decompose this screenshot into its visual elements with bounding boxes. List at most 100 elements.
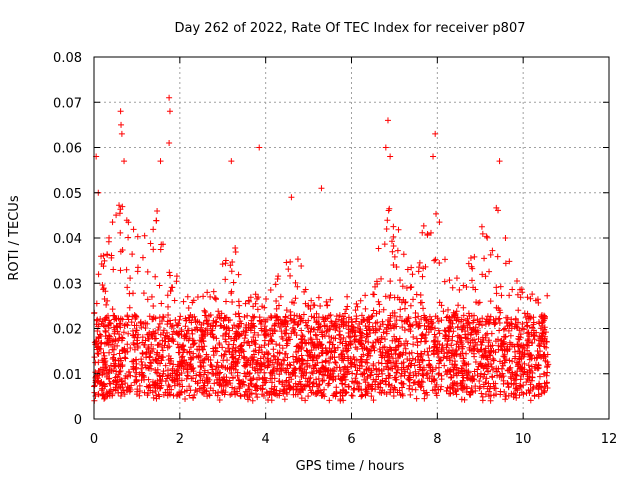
data-point [182, 323, 189, 330]
data-point [175, 367, 182, 374]
data-point [98, 339, 105, 346]
data-point [291, 326, 298, 333]
data-point [125, 219, 132, 226]
data-point [482, 273, 489, 280]
data-point [196, 369, 203, 376]
data-point [250, 375, 257, 382]
data-point [234, 323, 241, 330]
data-point [184, 366, 191, 373]
data-point [415, 353, 422, 360]
data-point [298, 369, 305, 376]
data-point [249, 397, 256, 404]
data-point [113, 368, 120, 375]
data-point [347, 334, 354, 341]
data-point [381, 241, 388, 248]
data-point [397, 277, 404, 284]
data-point [218, 310, 225, 317]
data-point [410, 296, 417, 303]
data-point [412, 356, 419, 363]
data-point [493, 204, 500, 211]
data-point [460, 282, 467, 289]
data-point [189, 394, 196, 401]
data-point [514, 368, 521, 375]
data-point [416, 359, 423, 366]
data-point [524, 373, 531, 380]
data-point [184, 362, 191, 369]
data-point [471, 253, 478, 260]
data-point [294, 322, 301, 329]
data-point [298, 345, 305, 352]
data-point [124, 284, 131, 291]
data-point [199, 377, 206, 384]
data-point [379, 318, 386, 325]
data-point [450, 366, 457, 373]
data-point [133, 377, 140, 384]
data-point [499, 340, 506, 347]
data-point [260, 376, 267, 383]
data-point [271, 312, 278, 319]
data-point [319, 377, 326, 384]
data-point [172, 317, 179, 324]
data-point [416, 264, 423, 271]
data-point [376, 366, 383, 373]
data-point [414, 342, 421, 349]
data-point [500, 353, 507, 360]
data-point [355, 385, 362, 392]
data-point [441, 362, 448, 369]
data-point [208, 362, 215, 369]
data-point [222, 276, 229, 283]
data-point [363, 388, 370, 395]
data-points [91, 94, 552, 404]
y-tick-label: 0.01 [53, 368, 82, 383]
data-point [409, 355, 416, 362]
data-point [538, 390, 545, 397]
data-point [303, 322, 310, 329]
data-point [225, 333, 232, 340]
data-point [216, 376, 223, 383]
data-point [446, 333, 453, 340]
data-point [239, 381, 246, 388]
data-point [211, 380, 218, 387]
data-point [125, 330, 132, 337]
data-point [166, 383, 173, 390]
data-point [404, 266, 411, 273]
data-point [217, 369, 224, 376]
data-point [460, 312, 467, 319]
data-point [525, 338, 532, 345]
data-point [242, 388, 249, 395]
data-point [210, 319, 217, 326]
data-point [362, 323, 369, 330]
data-point [157, 376, 164, 383]
data-point [459, 377, 466, 384]
data-point [537, 325, 544, 332]
data-point [161, 342, 168, 349]
data-point [512, 391, 519, 398]
data-point [358, 393, 365, 400]
data-point [168, 284, 175, 291]
data-point [140, 320, 147, 327]
data-point [367, 352, 374, 359]
data-point [323, 298, 330, 305]
data-point [177, 313, 184, 320]
data-point [180, 342, 187, 349]
data-point [179, 353, 186, 360]
data-point [128, 319, 135, 326]
data-point [229, 345, 236, 352]
data-point [472, 286, 479, 293]
data-point [485, 320, 492, 327]
x-axis-label: GPS time / hours [296, 459, 405, 474]
data-point [467, 391, 474, 398]
data-point [166, 390, 173, 397]
data-point [507, 364, 514, 371]
data-point [275, 356, 282, 363]
data-point [129, 358, 136, 365]
data-point [248, 381, 255, 388]
data-point [257, 360, 264, 367]
data-point [143, 383, 150, 390]
data-point [228, 268, 235, 275]
data-point [264, 355, 271, 362]
data-point [500, 380, 507, 387]
data-point [342, 364, 349, 371]
data-point [312, 362, 319, 369]
data-point [349, 370, 356, 377]
